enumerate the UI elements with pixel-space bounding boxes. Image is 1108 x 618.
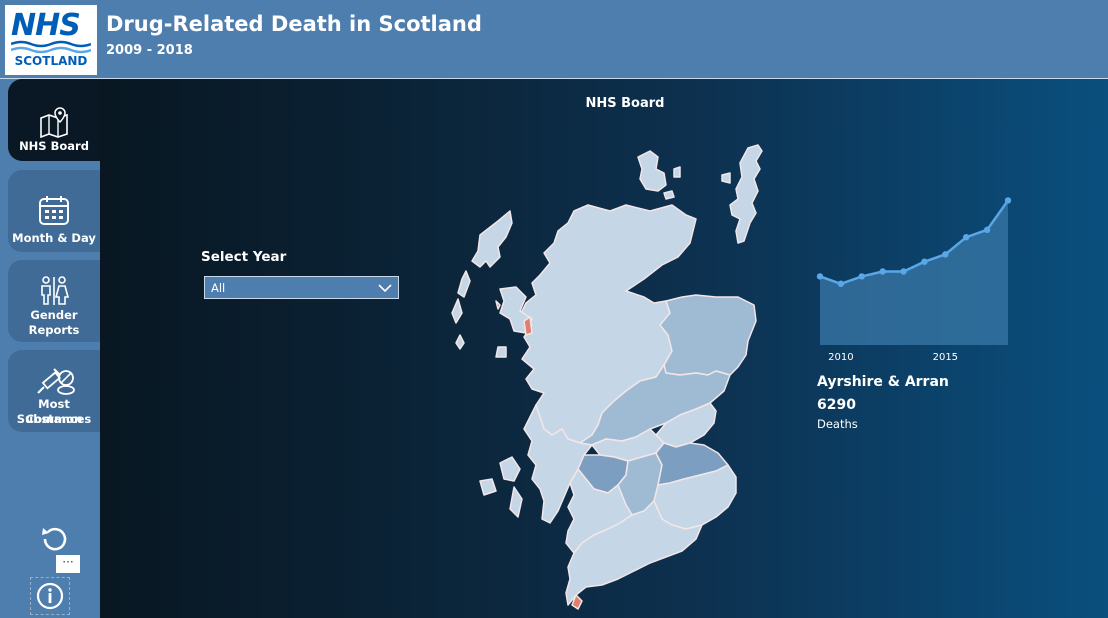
chevron-down-icon (378, 284, 392, 293)
year-select-value: All (211, 281, 226, 295)
chart-point[interactable] (879, 268, 886, 275)
gender-icon (41, 276, 70, 305)
page-main-title: Drug-Related Death in Scotland (106, 12, 482, 36)
pills-syringe-icon (37, 368, 75, 395)
nav-label: Most Common (25, 397, 83, 426)
deaths-trend-chart: 2010 2015 (816, 197, 1012, 363)
chart-point[interactable] (921, 258, 928, 265)
nav-most-common-substances[interactable]: Most Common Substances (8, 350, 100, 432)
header: NHS SCOTLAND Drug-Related Death in Scotl… (0, 0, 1108, 79)
chart-area (820, 200, 1008, 345)
info-icon (36, 582, 64, 610)
wave-icon (11, 40, 91, 54)
chart-point[interactable] (837, 280, 845, 287)
chart-line (819, 199, 1010, 286)
map-region-western-isles (451, 210, 513, 350)
map-region-grampian (659, 294, 757, 376)
reset-icon (42, 527, 67, 551)
sidebar: NHS Board Month & Day Gender Reports (0, 79, 100, 618)
chart-point[interactable] (983, 226, 991, 234)
map-highlight-area (495, 300, 501, 310)
map-highlight-area (523, 316, 533, 336)
more-options-button[interactable]: ··· (56, 555, 80, 573)
map-highlight-area (571, 594, 583, 610)
map-region-argyll (479, 404, 593, 524)
calendar-icon (39, 196, 69, 225)
map-region-shetland (721, 144, 763, 244)
reset-button[interactable] (40, 523, 70, 557)
chart-point[interactable] (1004, 197, 1012, 204)
nav-label: Month & Day (12, 231, 96, 245)
chart-point[interactable] (963, 234, 970, 241)
selected-board-value: 6290 (817, 397, 856, 413)
selected-board-unit: Deaths (817, 417, 858, 431)
nav-label: Reports (28, 323, 80, 337)
info-button[interactable] (30, 577, 70, 615)
map-region-dumfries-galloway (565, 500, 703, 606)
nav-label: Substances (16, 412, 92, 426)
year-select[interactable]: All (204, 276, 399, 299)
page-title: NHS Board (585, 96, 665, 111)
chart-xtick-label: 2010 (828, 352, 853, 363)
chart-xtick-label: 2015 (933, 352, 958, 363)
nav-nhs-board[interactable]: NHS Board (8, 79, 100, 161)
nav-label: Gender (30, 308, 78, 322)
chart-point[interactable] (858, 273, 865, 280)
map-pin-icon (40, 107, 68, 138)
chart-point[interactable] (900, 268, 907, 275)
nav-label: NHS Board (19, 139, 89, 153)
nav-month-day[interactable]: Month & Day (8, 170, 100, 252)
chart-point[interactable] (816, 273, 824, 280)
select-year-label: Select Year (201, 249, 287, 265)
logo-main-text: NHS (11, 8, 81, 43)
selected-board-name: Ayrshire & Arran (817, 374, 949, 390)
logo-sub-text: SCOTLAND (14, 54, 88, 68)
scotland-map[interactable] (440, 139, 810, 618)
page-subtitle: 2009 - 2018 (106, 43, 193, 58)
chart-point[interactable] (942, 251, 949, 258)
main-panel: NHS Board Select Year All (100, 79, 1108, 618)
nhs-scotland-logo: NHS SCOTLAND (5, 5, 97, 75)
map-region-orkney (637, 150, 681, 200)
nav-gender-reports[interactable]: Gender Reports (8, 260, 100, 342)
